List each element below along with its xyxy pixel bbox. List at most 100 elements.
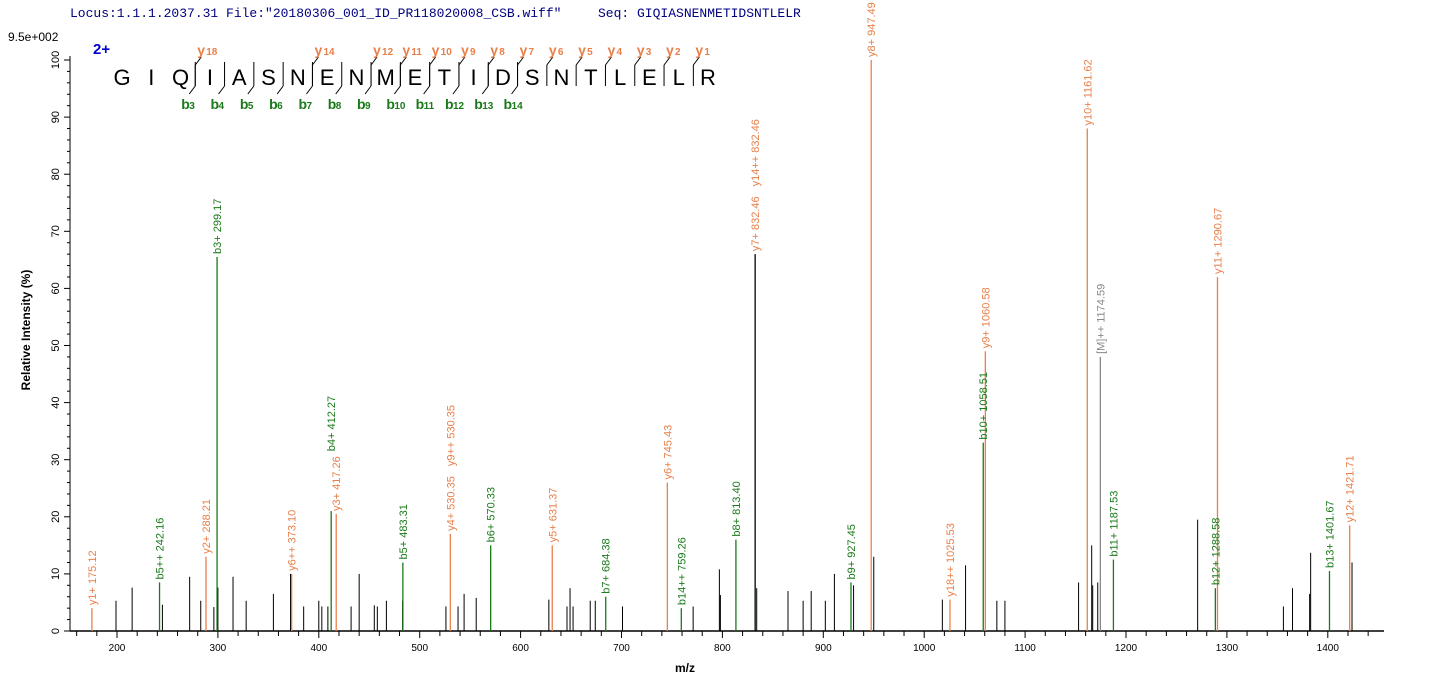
x-tick-label: 300	[210, 643, 227, 654]
b-ion-bracket	[364, 85, 372, 95]
b-ion-bracket	[423, 85, 431, 95]
y-ion-marker: y	[197, 42, 205, 58]
b-ion-marker: b	[211, 96, 220, 112]
x-tick-label: 400	[310, 643, 327, 654]
sequence-residue: S	[261, 65, 276, 90]
x-tick-label: 1300	[1216, 643, 1239, 654]
x-tick-label: 200	[109, 643, 126, 654]
peak-label: y18++ 1025.53	[945, 523, 957, 596]
y-ion-index: 11	[411, 47, 422, 58]
sequence-residue: E	[642, 65, 657, 90]
y-ion-bracket	[429, 56, 437, 66]
y-ion-marker: y	[461, 42, 469, 58]
x-tick-label: 900	[815, 643, 832, 654]
sequence-residue: I	[471, 65, 477, 90]
b-ion-index: 5	[248, 101, 254, 112]
y-ion-index: 18	[206, 47, 218, 58]
b-ion-marker: b	[269, 96, 278, 112]
y-axis-label: Relative Intensity (%)	[19, 270, 33, 391]
peak-label: y12+ 1421.71	[1345, 455, 1357, 522]
b-ion-marker: b	[357, 96, 366, 112]
y-tick-label: 10	[50, 568, 62, 580]
y-tick-label: 100	[50, 51, 62, 69]
b-ion-index: 10	[394, 101, 406, 112]
y-ion-marker: y	[607, 42, 615, 58]
b-ion-marker: b	[240, 96, 249, 112]
y-ion-index: 6	[558, 47, 564, 58]
sequence-title: Seq: GIQIASNENMETIDSNTLELR	[598, 6, 801, 21]
b-ion-bracket	[306, 85, 313, 95]
peak-label: y2+ 288.21	[201, 499, 213, 554]
b-ion-bracket	[511, 85, 518, 95]
sequence-residue: I	[207, 65, 213, 90]
y-ion-index: 3	[646, 47, 652, 58]
y-ion-index: 5	[587, 47, 593, 58]
b-ion-index: 3	[189, 101, 195, 112]
peak-label: b4+ 412.27	[326, 396, 338, 451]
x-tick-label: 800	[714, 643, 731, 654]
x-axis-label: m/z	[675, 661, 695, 675]
x-tick-label: 1100	[1014, 643, 1036, 654]
peak-label: b9+ 927.45	[846, 524, 858, 579]
b-ion-bracket	[393, 85, 401, 95]
peak-label: y4+ 530.35	[445, 476, 457, 531]
b-ion-index: 14	[512, 101, 524, 112]
x-tick-label: 700	[613, 643, 630, 654]
sequence-residue: I	[148, 65, 154, 90]
peak-label: y3+ 417.26	[331, 456, 343, 511]
y-ion-index: 14	[323, 47, 335, 58]
y-ion-marker: y	[314, 42, 322, 58]
y-ion-index: 12	[382, 47, 394, 58]
b-ion-index: 9	[365, 101, 371, 112]
peak-label: y10+ 1161.62	[1082, 59, 1094, 125]
b-ion-bracket	[335, 85, 343, 95]
y-ion-bracket	[399, 56, 407, 66]
b-ion-index: 7	[306, 101, 312, 112]
y-ion-bracket	[634, 56, 642, 66]
sequence-residue: T	[584, 65, 597, 90]
y-tick-label: 80	[50, 168, 62, 180]
b-ion-bracket	[188, 85, 196, 95]
y-ion-index: 9	[470, 47, 476, 58]
y-tick-label: 70	[50, 225, 62, 237]
y-ion-bracket	[605, 56, 612, 66]
charge-state-label: 2+	[93, 41, 110, 58]
y-ion-marker: y	[402, 42, 410, 58]
y-ion-marker: y	[637, 42, 645, 58]
y-ion-marker: y	[695, 42, 703, 58]
b-ion-index: 6	[277, 101, 283, 112]
sequence-residue: A	[232, 65, 247, 90]
peak-label: b8+ 813.40	[731, 481, 743, 536]
y-ion-marker: y	[578, 42, 586, 58]
y-ion-bracket	[370, 56, 378, 66]
y-tick-label: 50	[50, 339, 62, 351]
b-ion-index: 11	[424, 101, 435, 112]
y-ion-marker: y	[549, 42, 557, 58]
peak-label: b11+ 1187.53	[1108, 491, 1120, 557]
peak-label: y6+ 745.43	[662, 425, 674, 480]
sequence-residue: N	[290, 65, 306, 90]
y-tick-label: 90	[50, 111, 62, 123]
b-ion-marker: b	[474, 96, 483, 112]
b-ion-marker: b	[328, 96, 337, 112]
y-tick-label: 30	[50, 454, 62, 466]
sequence-residue: G	[113, 65, 130, 90]
b-ion-bracket	[247, 85, 255, 95]
b-ion-index: 13	[482, 101, 494, 112]
y-ion-marker: y	[666, 42, 674, 58]
y-tick-label: 20	[50, 511, 62, 523]
y-tick-label: 60	[50, 282, 62, 294]
peak-label: b3+ 299.17	[212, 199, 224, 254]
peak-label: b13+ 1401.67	[1324, 500, 1336, 568]
peak-label: y8+ 947.49	[866, 2, 878, 57]
y-tick-label: 0	[50, 628, 62, 634]
b-ion-index: 4	[219, 101, 225, 112]
peak-label: b5++ 242.16	[155, 518, 167, 580]
y-ion-bracket	[517, 56, 524, 66]
y-ion-marker: y	[490, 42, 498, 58]
sequence-residue: T	[438, 65, 451, 90]
sequence-residue: M	[377, 65, 395, 90]
sequence-residue: L	[673, 65, 685, 90]
peak-label: y5+ 631.37	[547, 488, 559, 543]
